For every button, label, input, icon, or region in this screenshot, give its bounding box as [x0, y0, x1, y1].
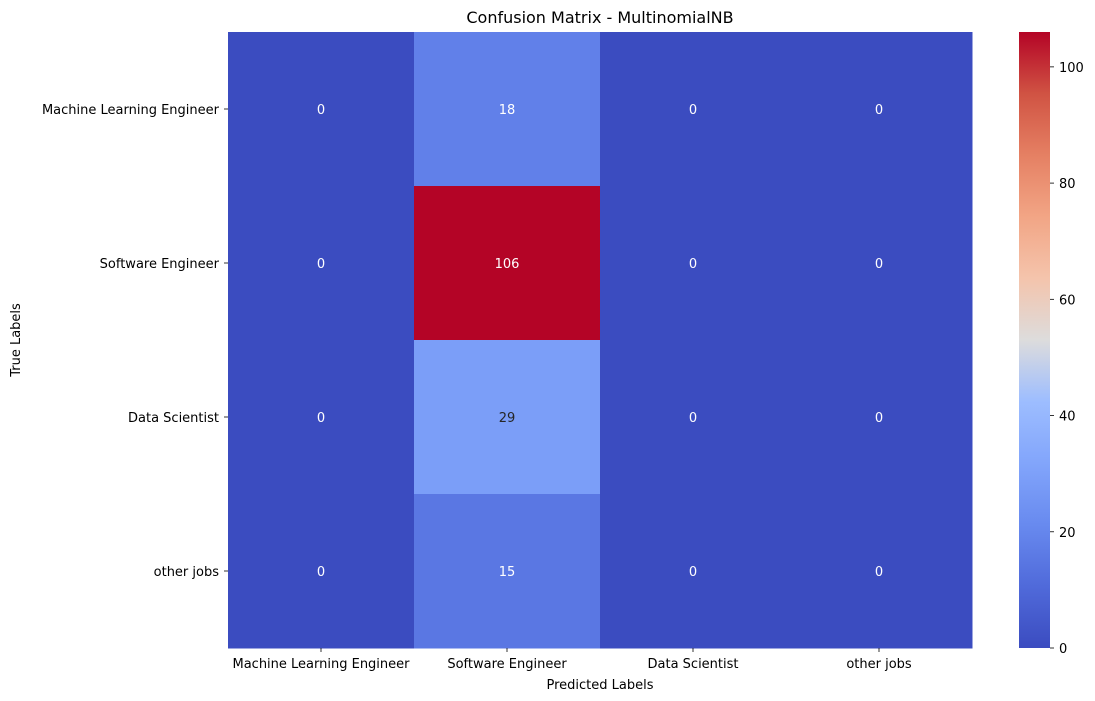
cell-value-label: 15	[499, 565, 516, 580]
heatmap-cell	[228, 186, 415, 341]
chart-title: Confusion Matrix - MultinomialNB	[466, 8, 733, 27]
cell-value-label: 0	[875, 411, 883, 426]
cell-value-label: 0	[689, 103, 697, 118]
heatmap-cell	[228, 494, 415, 649]
y-tick-label: Data Scientist	[128, 411, 219, 426]
heatmap-cell	[786, 32, 973, 187]
colorbar-tick-label: 100	[1059, 61, 1084, 76]
cell-annotations: 0 18 0 0 0 106 0 0 0 29 0 0 0 15 0 0	[317, 103, 883, 580]
colorbar-tick-label: 40	[1059, 410, 1076, 425]
cell-value-label: 0	[689, 257, 697, 272]
x-tick-label: other jobs	[846, 657, 912, 672]
heatmap-cell	[414, 494, 601, 649]
heatmap-cell	[600, 32, 787, 187]
x-axis-label: Predicted Labels	[546, 678, 653, 693]
heatmap-cell	[786, 186, 973, 341]
heatmap-cell	[600, 186, 787, 341]
heatmap-cell	[600, 340, 787, 495]
colorbar-tick-label: 80	[1059, 177, 1076, 192]
y-tick-label: Software Engineer	[100, 257, 220, 272]
cell-value-label: 18	[499, 103, 516, 118]
heatmap-cell	[228, 32, 415, 187]
y-tick-label: Machine Learning Engineer	[42, 103, 220, 118]
colorbar-tick-label: 60	[1059, 293, 1076, 308]
y-axis-label: True Labels	[9, 303, 24, 378]
colorbar-tick-label: 0	[1059, 642, 1067, 657]
heatmap-cell	[414, 340, 601, 495]
cell-value-label: 0	[875, 103, 883, 118]
y-axis-ticks: Machine Learning Engineer Software Engine…	[42, 103, 228, 580]
heatmap-cell	[786, 494, 973, 649]
x-axis-ticks: Machine Learning Engineer Software Engine…	[232, 648, 912, 672]
x-tick-label: Machine Learning Engineer	[232, 657, 410, 672]
heatmap-cell	[414, 32, 601, 187]
cell-value-label: 106	[495, 257, 520, 272]
cell-value-label: 0	[689, 565, 697, 580]
heatmap-cells	[228, 32, 973, 649]
x-tick-label: Software Engineer	[447, 657, 567, 672]
cell-value-label: 0	[317, 565, 325, 580]
colorbar	[1019, 32, 1050, 648]
y-tick-label: other jobs	[154, 565, 220, 580]
colorbar-tick-label: 20	[1059, 526, 1076, 541]
cell-value-label: 0	[317, 411, 325, 426]
cell-value-label: 0	[317, 257, 325, 272]
cell-value-label: 0	[689, 411, 697, 426]
heatmap-cell	[228, 340, 415, 495]
heatmap-cell	[414, 186, 601, 341]
cell-value-label: 0	[875, 257, 883, 272]
cell-value-label: 0	[317, 103, 325, 118]
heatmap-cell	[600, 494, 787, 649]
cell-value-label: 0	[875, 565, 883, 580]
heatmap-cell	[786, 340, 973, 495]
cell-value-label: 29	[499, 411, 516, 426]
x-tick-label: Data Scientist	[648, 657, 739, 672]
colorbar-ticks: 0 20 40 60 80 100	[1050, 61, 1084, 657]
